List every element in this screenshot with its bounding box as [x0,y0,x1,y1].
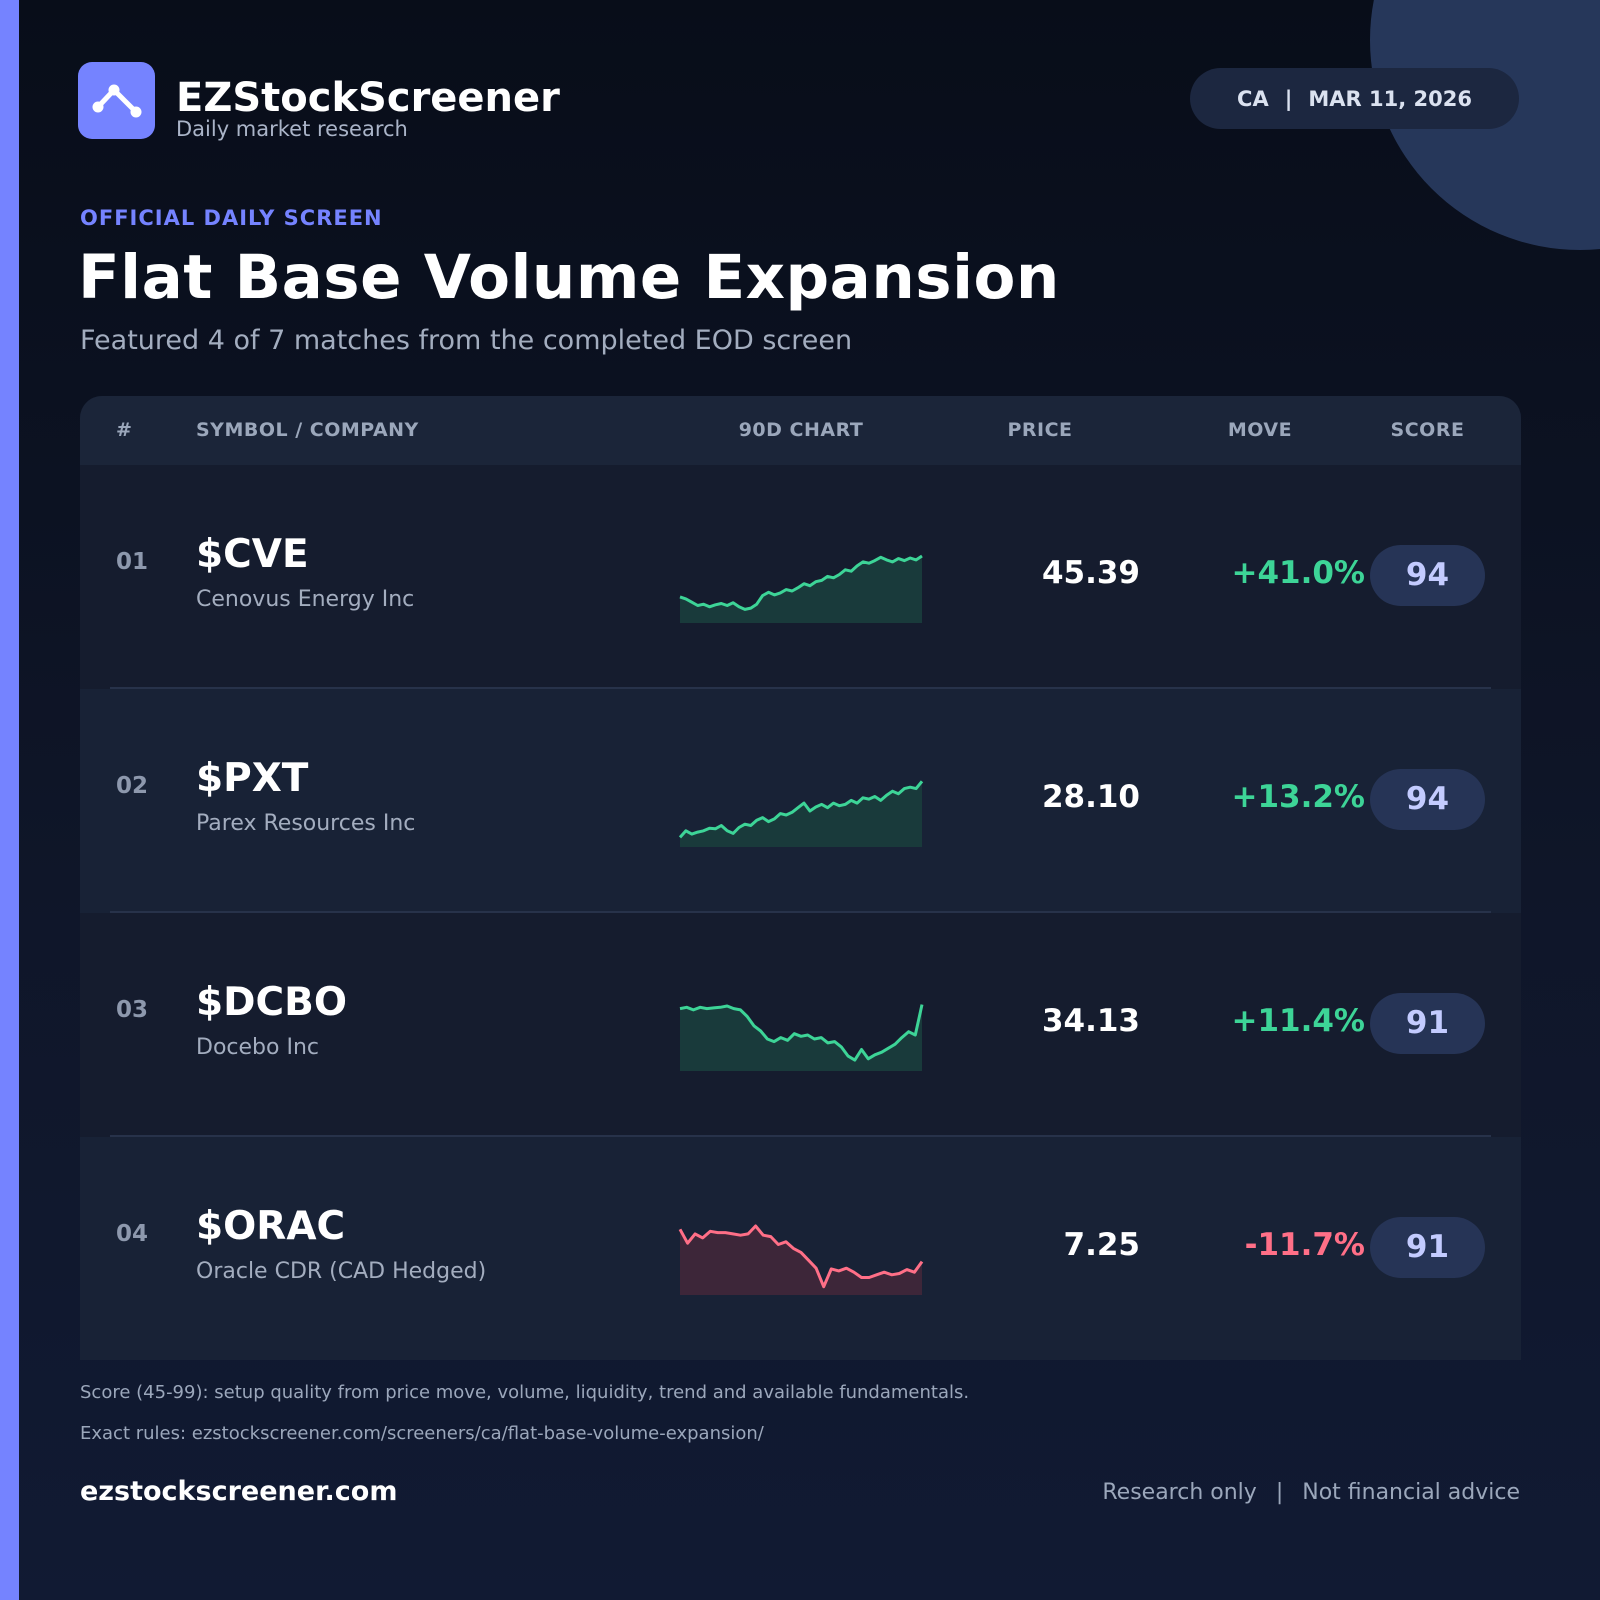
screen-date: MAR 11, 2026 [1308,87,1472,111]
region-label: CA [1237,87,1269,111]
table-row[interactable]: 01 $CVE Cenovus Energy Inc 45.39 +41.0% … [80,465,1521,689]
score-badge: 94 [1370,769,1485,830]
screen-kicker: OFFICIAL DAILY SCREEN [80,206,383,230]
company-name: Cenovus Energy Inc [196,585,414,615]
rules-link[interactable]: Exact rules: ezstockscreener.com/screene… [80,1423,764,1444]
price-value: 45.39 [940,553,1140,593]
badge-separator: | [1285,87,1293,111]
row-rank: 02 [116,773,148,799]
ticker-symbol[interactable]: $DCBO [196,979,347,1027]
column-header-score: SCORE [1370,396,1485,465]
disclaimer-advice: Not financial advice [1302,1480,1520,1505]
move-percent: +11.4% [1140,1001,1365,1041]
price-value: 28.10 [940,777,1140,817]
score-explanation: Score (45-99): setup quality from price … [80,1382,969,1403]
footer-disclaimer: Research only | Not financial advice [1102,1480,1520,1505]
ticker-symbol[interactable]: $PXT [196,755,308,803]
company-name: Docebo Inc [196,1033,319,1063]
sparkline-area [680,556,922,623]
disclaimer-separator: | [1276,1480,1283,1505]
company-name: Oracle CDR (CAD Hedged) [196,1257,486,1287]
brand-tagline: Daily market research [176,116,408,142]
table-row[interactable]: 02 $PXT Parex Resources Inc 28.10 +13.2%… [80,689,1521,913]
ticker-symbol[interactable]: $CVE [196,531,309,579]
sparkline-chart [680,769,922,849]
price-value: 7.25 [940,1225,1140,1265]
table-row[interactable]: 04 $ORAC Oracle CDR (CAD Hedged) 7.25 -1… [80,1137,1521,1360]
footer-domain-link[interactable]: ezstockscreener.com [80,1476,397,1507]
row-rank: 03 [116,997,148,1023]
sparkline-chart [680,993,922,1073]
sparkline-chart [680,545,922,625]
column-header-rank: # [116,396,132,465]
chart-line-icon[interactable] [78,62,155,139]
score-badge: 94 [1370,545,1485,606]
column-header-price: PRICE [960,396,1120,465]
move-percent: +13.2% [1140,777,1365,817]
sparkline-area [680,781,922,847]
sparkline-chart [680,1217,922,1297]
score-badge: 91 [1370,1217,1485,1278]
results-table: # SYMBOL / COMPANY 90D CHART PRICE MOVE … [80,396,1521,1360]
price-value: 34.13 [940,1001,1140,1041]
sparkline-area [680,1226,922,1295]
column-header-chart: 90D CHART [680,396,922,465]
move-percent: +41.0% [1140,553,1365,593]
table-header: # SYMBOL / COMPANY 90D CHART PRICE MOVE … [80,396,1521,465]
column-header-move: MOVE [1160,396,1360,465]
left-accent-bar [0,0,19,1600]
table-row[interactable]: 03 $DCBO Docebo Inc 34.13 +11.4% 91 [80,913,1521,1137]
page-subtitle: Featured 4 of 7 matches from the complet… [80,323,852,359]
row-rank: 04 [116,1221,148,1247]
disclaimer-research: Research only [1102,1480,1256,1505]
region-date-badge: CA | MAR 11, 2026 [1190,68,1519,129]
company-name: Parex Resources Inc [196,809,415,839]
page-title: Flat Base Volume Expansion [78,240,1060,316]
logo-graphic [78,62,155,139]
score-badge: 91 [1370,993,1485,1054]
row-rank: 01 [116,549,148,575]
column-header-symbol: SYMBOL / COMPANY [196,396,419,465]
move-percent: -11.7% [1140,1225,1365,1265]
sparkline-area [680,1005,922,1071]
ticker-symbol[interactable]: $ORAC [196,1203,345,1251]
